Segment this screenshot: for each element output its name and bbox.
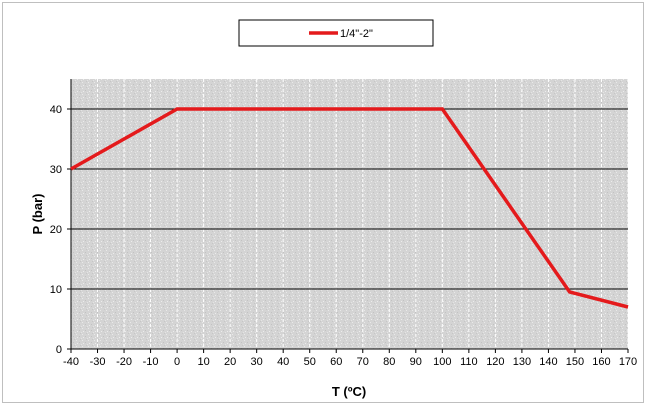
chart-frame: -40 -30 -20 -10 0 10 20 30 40 50 60 70 80 90 100 110 120… — [2, 2, 644, 403]
y-tick-label: 40 — [50, 104, 62, 116]
x-tick-label: 30 — [251, 356, 263, 368]
y-axis-title: P (bar) — [30, 194, 45, 235]
x-tick-label: 130 — [513, 356, 531, 368]
legend: 1/4"-2" — [238, 19, 434, 47]
x-tick-label: 40 — [277, 356, 289, 368]
x-tick-label: -10 — [143, 356, 159, 368]
x-tick-label: 160 — [592, 356, 610, 368]
chart-svg: -40 -30 -20 -10 0 10 20 30 40 50 60 70 80 90 100 110 120… — [30, 19, 637, 399]
x-tick-label: 70 — [357, 356, 369, 368]
x-tick-label: 10 — [197, 356, 209, 368]
x-tick-label: 150 — [566, 356, 584, 368]
y-tick-labels: 0 10 20 30 40 — [50, 104, 62, 356]
x-tick-labels: -40 -30 -20 -10 0 10 20 30 40 50 60 70 80 90 100 110 120… — [63, 356, 637, 368]
x-tick-label: 90 — [410, 356, 422, 368]
x-axis-title: T (ºC) — [332, 384, 366, 399]
x-tick-label: 0 — [174, 356, 180, 368]
x-tick-label: 50 — [304, 356, 316, 368]
x-tick-label: 120 — [486, 356, 504, 368]
y-tick-label: 30 — [50, 164, 62, 176]
legend-label: 1/4"-2" — [340, 28, 373, 40]
y-tick-label: 0 — [56, 344, 62, 356]
x-tick-label: 100 — [433, 356, 451, 368]
x-tick-label: 80 — [383, 356, 395, 368]
plot-area — [71, 79, 628, 349]
series-line — [70, 107, 629, 309]
y-tick-label: 10 — [50, 284, 62, 296]
x-tick-label: 170 — [619, 356, 637, 368]
x-tick-label: -30 — [90, 356, 106, 368]
y-tick-label: 20 — [50, 224, 62, 236]
x-tick-label: 60 — [330, 356, 342, 368]
vertical-grid — [97, 79, 629, 349]
x-tick-label: 110 — [460, 356, 478, 368]
axes — [67, 79, 629, 353]
x-tick-label: -40 — [63, 356, 79, 368]
series-group — [70, 107, 629, 309]
x-tick-label: -20 — [116, 356, 132, 368]
x-tick-label: 140 — [539, 356, 557, 368]
x-tick-label: 20 — [224, 356, 236, 368]
